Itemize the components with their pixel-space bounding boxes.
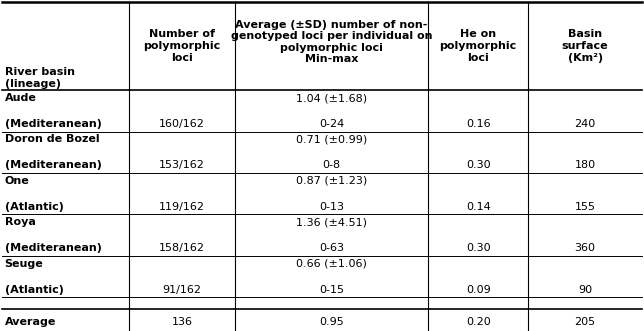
Text: 0.20: 0.20 xyxy=(466,317,491,327)
Text: He on
polymorphic
loci: He on polymorphic loci xyxy=(440,29,516,63)
Text: One: One xyxy=(5,176,29,186)
Text: 91/162: 91/162 xyxy=(162,285,202,295)
Text: 153/162: 153/162 xyxy=(159,161,205,170)
Text: (Mediteranean): (Mediteranean) xyxy=(5,119,101,129)
Text: 160/162: 160/162 xyxy=(159,119,205,129)
Text: 155: 155 xyxy=(574,202,596,212)
Text: Doron de Bozel: Doron de Bozel xyxy=(5,134,99,144)
Text: 119/162: 119/162 xyxy=(159,202,205,212)
Text: 90: 90 xyxy=(578,285,592,295)
Text: Average: Average xyxy=(5,317,56,327)
Text: 0.09: 0.09 xyxy=(466,285,491,295)
Text: 136: 136 xyxy=(171,317,193,327)
Text: 0-24: 0-24 xyxy=(319,119,345,129)
Text: 240: 240 xyxy=(574,119,596,129)
Text: 180: 180 xyxy=(574,161,596,170)
Text: 1.04 (±1.68): 1.04 (±1.68) xyxy=(296,93,367,103)
Text: 0-13: 0-13 xyxy=(319,202,344,212)
Text: 0.95: 0.95 xyxy=(319,317,344,327)
Text: (Atlantic): (Atlantic) xyxy=(5,285,63,295)
Text: Basin
surface
(Km²): Basin surface (Km²) xyxy=(562,29,609,63)
Text: 0.30: 0.30 xyxy=(466,161,491,170)
Text: 0-15: 0-15 xyxy=(319,285,344,295)
Text: 0.30: 0.30 xyxy=(466,243,491,253)
Text: 158/162: 158/162 xyxy=(159,243,205,253)
Text: 0.71 (±0.99): 0.71 (±0.99) xyxy=(296,134,367,144)
Text: (Mediteranean): (Mediteranean) xyxy=(5,161,101,170)
Text: 0.87 (±1.23): 0.87 (±1.23) xyxy=(296,176,367,186)
Text: 0.16: 0.16 xyxy=(466,119,491,129)
Text: 0.66 (±1.06): 0.66 (±1.06) xyxy=(296,259,367,268)
Text: 360: 360 xyxy=(574,243,596,253)
Text: River basin
(lineage): River basin (lineage) xyxy=(5,68,75,89)
Text: Aude: Aude xyxy=(5,93,36,103)
Text: 0.14: 0.14 xyxy=(466,202,491,212)
Text: 1.36 (±4.51): 1.36 (±4.51) xyxy=(296,217,367,227)
Text: Number of
polymorphic
loci: Number of polymorphic loci xyxy=(144,29,220,63)
Text: (Mediteranean): (Mediteranean) xyxy=(5,243,101,253)
Text: Seuge: Seuge xyxy=(5,259,43,268)
Text: (Atlantic): (Atlantic) xyxy=(5,202,63,212)
Text: 0-8: 0-8 xyxy=(323,161,341,170)
Text: Roya: Roya xyxy=(5,217,35,227)
Text: Average (±SD) number of non-
genotyped loci per individual on
polymorphic loci
M: Average (±SD) number of non- genotyped l… xyxy=(231,20,432,65)
Text: 205: 205 xyxy=(574,317,596,327)
Text: 0-63: 0-63 xyxy=(319,243,344,253)
